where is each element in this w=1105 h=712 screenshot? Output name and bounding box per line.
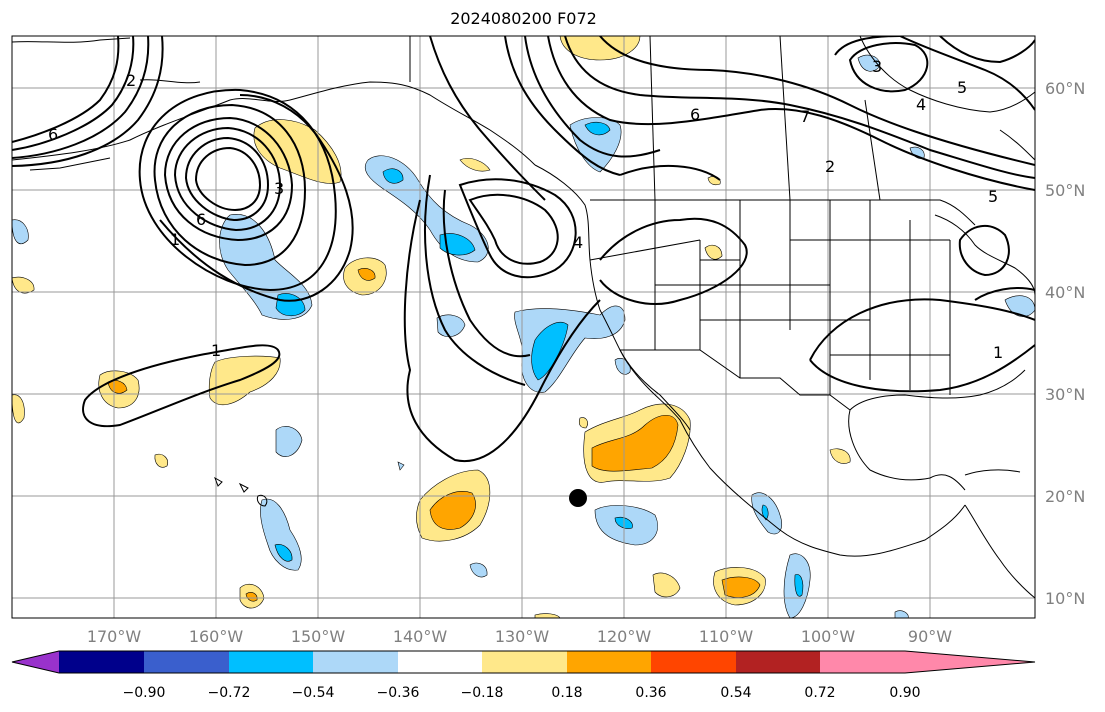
colorbar: −0.90 −0.72 −0.54 −0.36 −0.18 0.18 0.36 … [11,650,1036,701]
colorbar-extend-max [905,651,1035,673]
lon-label: 160°W [189,627,244,646]
contour-lines [12,36,1035,463]
contour-label: 3 [274,179,284,198]
colorbar-tick: −0.18 [461,685,504,701]
contour-label: 6 [690,105,700,124]
contour-label: 3 [872,57,882,76]
lat-label: 60°N [1045,79,1085,98]
location-marker [569,489,587,507]
colorbar-segment [651,651,736,673]
colorbar-segment [736,651,820,673]
colorbar-tick: 0.90 [889,685,920,701]
colorbar-segment [229,651,313,673]
contour-labels: 1 1 2 3 4 4 5 5 6 6 6 7 3 2 1 [48,57,1003,362]
colorbar-segment [567,651,651,673]
colorbar-outline [11,650,1036,674]
colorbar-tick: −0.72 [208,685,251,701]
lat-label: 40°N [1045,283,1085,302]
map-title: 2024080200 F072 [450,9,597,28]
colorbar-segment [820,651,905,673]
colorbar-tick: −0.90 [123,685,166,701]
colorbar-tick: 0.54 [720,685,751,701]
colorbar-tick: 0.72 [804,685,835,701]
colorbar-tick: 0.36 [635,685,666,701]
contour-label: 1 [170,230,180,249]
lat-label: 50°N [1045,181,1085,200]
colorbar-tick: −0.54 [292,685,335,701]
lat-label: 10°N [1045,589,1085,608]
contour-label: 2 [825,157,835,176]
lon-label: 130°W [495,627,550,646]
colorbar-segment [144,651,229,673]
colorbar-segment [398,651,482,673]
contour-label: 6 [196,210,206,229]
lon-label: 120°W [597,627,652,646]
contour-label: 1 [993,343,1003,362]
latitude-labels: 60°N 50°N 40°N 30°N 20°N 10°N [1045,79,1085,608]
lon-label: 170°W [87,627,142,646]
colorbar-extend-min [12,651,59,673]
colorbar-ticks: −0.90 −0.72 −0.54 −0.36 −0.18 0.18 0.36 … [123,685,921,701]
contour-label: 7 [800,107,810,126]
lon-label: 150°W [291,627,346,646]
colorbar-tick: 0.18 [551,685,582,701]
map-frame [11,35,1036,619]
lat-label: 20°N [1045,487,1085,506]
lon-label: 110°W [699,627,754,646]
colorbar-segment [313,651,398,673]
contour-label: 1 [211,341,221,360]
positive-anomaly-shading [12,36,851,618]
colorbar-segment [482,651,567,673]
lon-label: 90°W [908,627,952,646]
contour-label: 5 [988,187,998,206]
contour-label: 5 [957,78,967,97]
longitude-labels: 170°W 160°W 150°W 140°W 130°W 120°W 110°… [87,627,952,646]
lat-label: 30°N [1045,385,1085,404]
contour-label: 6 [48,125,58,144]
contour-label: 4 [916,95,926,114]
coastlines [12,36,1035,599]
colorbar-tick: −0.36 [377,685,420,701]
lon-label: 100°W [801,627,856,646]
colorbar-segment [59,651,144,673]
lon-label: 140°W [393,627,448,646]
graticule [12,36,1035,618]
contour-label: 2 [126,71,136,90]
contour-label: 4 [573,233,583,252]
